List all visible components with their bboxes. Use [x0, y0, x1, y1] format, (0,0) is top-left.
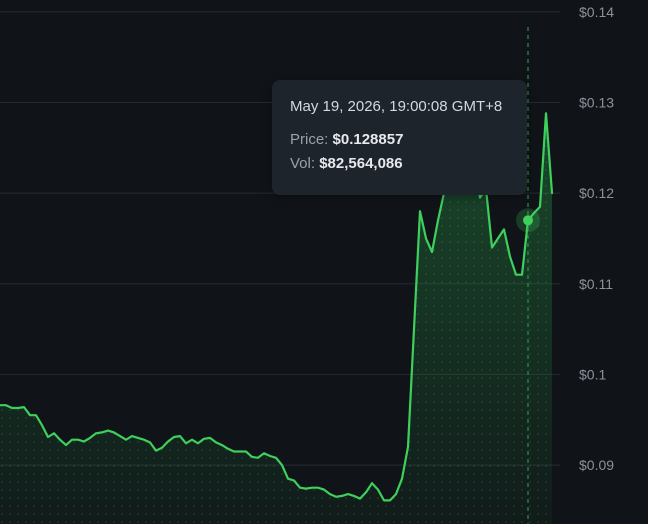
tooltip-price-label: Price:: [290, 131, 329, 148]
y-axis-labels: $0.14 $0.13 $0.12 $0.11 $0.1 $0.09: [579, 4, 614, 473]
y-tick-label: $0.13: [579, 94, 614, 110]
tooltip-vol-value: $82,564,086: [319, 155, 403, 172]
tooltip-vol-label: Vol:: [290, 155, 316, 172]
tooltip-price-value: $0.128857: [332, 131, 404, 148]
highlight-point: [523, 215, 533, 226]
crosshair: [516, 27, 540, 524]
tooltip-vol-row: Vol: $82,564,086: [290, 155, 509, 172]
tooltip-price-row: Price: $0.128857: [290, 131, 509, 148]
price-area: [0, 102, 552, 524]
y-tick-label: $0.14: [579, 4, 614, 20]
price-tooltip: May 19, 2026, 19:00:08 GMT+8 Price: $0.1…: [272, 80, 527, 195]
y-tick-label: $0.1: [579, 366, 606, 382]
tooltip-date: May 19, 2026, 19:00:08 GMT+8: [290, 98, 503, 115]
y-tick-label: $0.11: [579, 276, 613, 292]
y-tick-label: $0.09: [579, 457, 614, 473]
y-tick-label: $0.12: [579, 185, 614, 201]
area-dot-texture: [0, 102, 552, 524]
